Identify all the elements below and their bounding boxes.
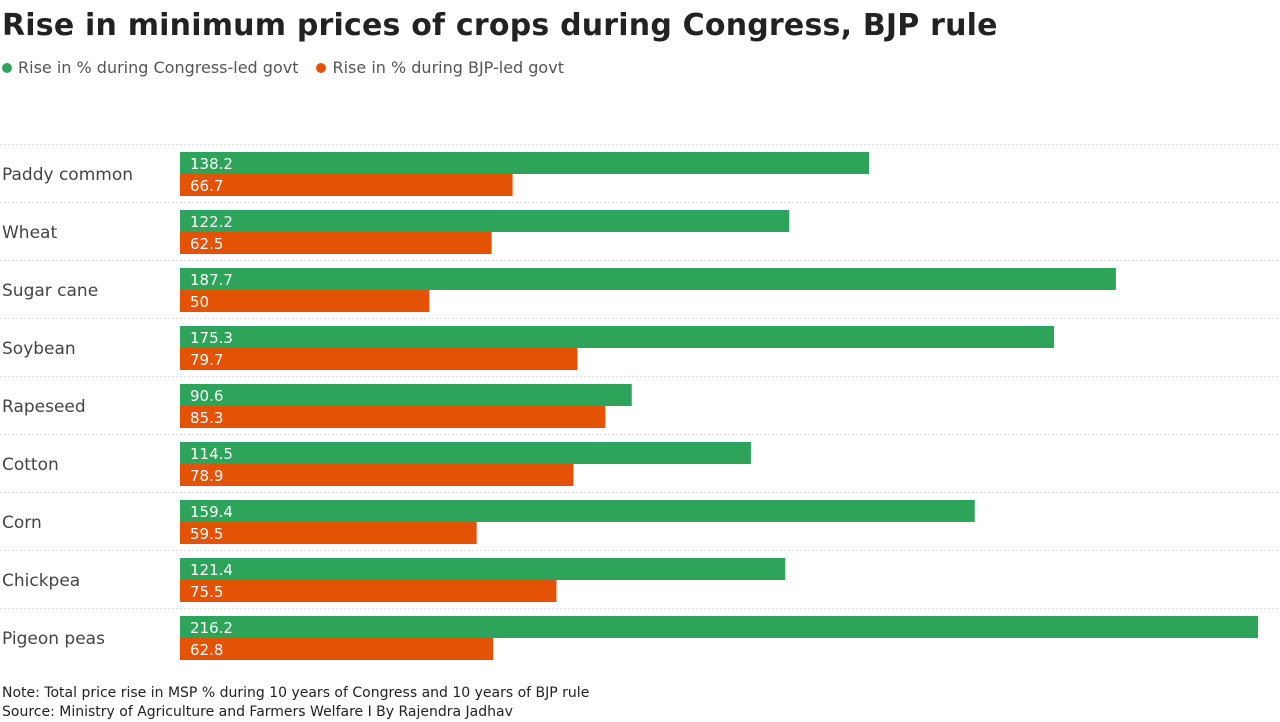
footer: Note: Total price rise in MSP % during 1… (2, 684, 589, 722)
data-label: 85.3 (190, 409, 223, 427)
legend-label-congress: Rise in % during Congress-led govt (18, 58, 299, 77)
bar-chart: Paddy common 138.2 66.7 Wheat 122.2 62.5 Sugar… (0, 144, 1280, 660)
bar-congress (180, 210, 790, 232)
category-label: Chickpea (2, 571, 80, 591)
data-label: 75.5 (190, 583, 223, 601)
bar-bjp (180, 580, 557, 602)
bar-congress (180, 152, 870, 174)
legend-label-bjp: Rise in % during BJP-led govt (332, 58, 564, 77)
bar-congress (180, 384, 632, 406)
bar-congress (180, 558, 786, 580)
legend: Rise in % during Congress-led govt Rise … (2, 58, 564, 77)
data-label: 114.5 (190, 445, 233, 463)
data-label: 62.8 (190, 641, 223, 659)
category-label: Wheat (2, 223, 57, 243)
data-label: 138.2 (190, 155, 233, 173)
bar-bjp (180, 348, 578, 370)
data-label: 78.9 (190, 467, 223, 485)
bar-bjp (180, 522, 477, 544)
data-label: 62.5 (190, 235, 223, 253)
data-label: 159.4 (190, 503, 233, 521)
category-label: Paddy common (2, 165, 133, 185)
bar-bjp (180, 290, 430, 312)
data-label: 59.5 (190, 525, 223, 543)
data-label: 90.6 (190, 387, 223, 405)
bar-congress (180, 326, 1055, 348)
legend-item-congress: Rise in % during Congress-led govt (2, 58, 298, 77)
bar-congress (180, 268, 1116, 290)
bar-bjp (180, 232, 492, 254)
bar-congress (180, 442, 751, 464)
category-label: Corn (2, 513, 42, 533)
category-label: Rapeseed (2, 397, 86, 417)
bar-congress (180, 616, 1258, 638)
data-label: 121.4 (190, 561, 233, 579)
bar-bjp (180, 174, 513, 196)
bar-bjp (180, 638, 494, 660)
legend-swatch-congress (2, 62, 12, 73)
footer-note: Note: Total price rise in MSP % during 1… (2, 685, 590, 701)
category-label: Cotton (2, 455, 59, 475)
data-label: 187.7 (190, 271, 233, 289)
data-label: 216.2 (190, 619, 233, 637)
category-label: Sugar cane (2, 281, 98, 301)
footer-source: Source: Ministry of Agriculture and Farm… (2, 704, 513, 720)
data-label: 79.7 (190, 351, 223, 369)
data-label: 122.2 (190, 213, 233, 231)
bar-bjp (180, 406, 606, 428)
category-label: Pigeon peas (2, 629, 105, 649)
data-label: 66.7 (190, 177, 223, 195)
legend-item-bjp: Rise in % during BJP-led govt (316, 58, 564, 77)
data-label: 175.3 (190, 329, 233, 347)
legend-swatch-bjp (316, 62, 327, 73)
bar-congress (180, 500, 975, 522)
data-label: 50 (190, 293, 209, 311)
bar-bjp (180, 464, 574, 486)
chart-title: Rise in minimum prices of crops during C… (2, 8, 998, 43)
category-label: Soybean (2, 339, 76, 359)
